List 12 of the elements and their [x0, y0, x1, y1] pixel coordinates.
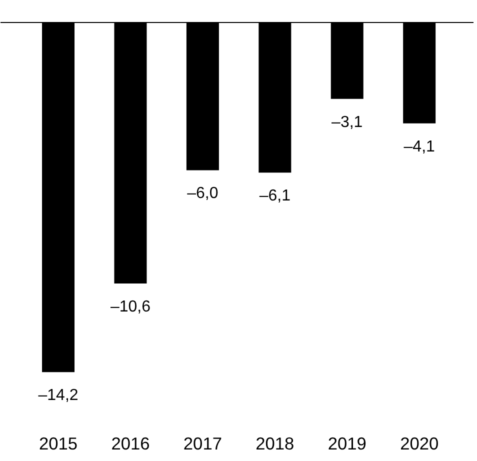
data-label: –6,1	[259, 188, 291, 205]
x-tick-label: 2017	[183, 434, 222, 454]
x-tick-label: 2018	[256, 434, 294, 454]
x-tick-label: 2020	[400, 434, 439, 454]
data-label: –3,1	[332, 114, 363, 131]
data-label: –10,6	[110, 298, 151, 316]
data-label: –6,0	[187, 185, 218, 202]
data-label: –14,2	[38, 387, 78, 404]
x-tick-label: 2019	[328, 434, 366, 454]
data-label: –4,1	[404, 138, 436, 156]
x-tick-label: 2015	[38, 434, 78, 454]
x-tick-label: 2016	[111, 434, 150, 454]
